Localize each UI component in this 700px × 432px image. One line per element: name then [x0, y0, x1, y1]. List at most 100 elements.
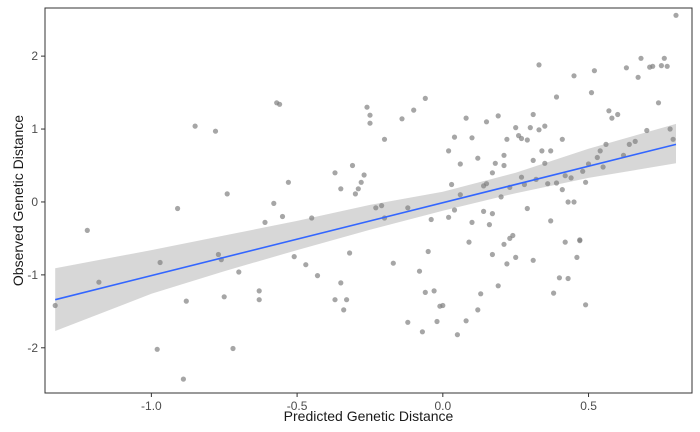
data-point: [451, 207, 458, 213]
data-point: [411, 107, 417, 113]
data-point: [501, 152, 507, 158]
data-point: [180, 376, 186, 382]
y-tick-label: 0: [31, 195, 38, 209]
data-point: [52, 302, 58, 309]
data-point: [347, 250, 353, 256]
data-point: [361, 172, 367, 178]
data-point: [279, 213, 286, 220]
data-point: [192, 123, 198, 129]
data-point: [431, 288, 437, 294]
data-point: [309, 215, 315, 221]
data-point: [215, 251, 221, 258]
data-point: [548, 148, 554, 154]
data-point: [513, 125, 519, 131]
data-point: [475, 155, 481, 161]
data-point: [594, 154, 600, 161]
data-point: [224, 191, 230, 197]
data-point: [539, 148, 545, 154]
data-point: [454, 332, 460, 338]
data-point: [157, 259, 163, 266]
y-tick-label: -1: [27, 268, 38, 282]
data-point: [542, 160, 548, 166]
data-point: [548, 218, 554, 224]
data-point: [664, 63, 670, 69]
data-point: [446, 148, 452, 154]
data-point: [518, 174, 525, 180]
data-point: [381, 136, 388, 142]
data-point: [425, 248, 431, 255]
data-point: [96, 279, 102, 285]
data-point: [256, 288, 262, 294]
data-point: [527, 125, 533, 131]
data-point: [405, 319, 411, 325]
data-point: [606, 108, 612, 114]
data-point: [623, 65, 630, 71]
data-point: [571, 73, 577, 79]
data-point: [551, 290, 557, 296]
data-point: [236, 269, 242, 275]
data-point: [489, 170, 495, 176]
data-point: [175, 205, 181, 212]
data-point: [483, 181, 490, 187]
data-point: [562, 173, 568, 179]
data-point: [262, 219, 268, 225]
data-point: [667, 126, 673, 132]
data-point: [553, 94, 560, 100]
data-point: [422, 289, 428, 295]
data-point: [469, 135, 475, 141]
data-point: [332, 297, 338, 303]
data-point: [434, 318, 440, 325]
data-point: [390, 260, 396, 266]
data-point: [501, 241, 507, 247]
data-point: [510, 232, 516, 239]
data-point: [583, 302, 589, 308]
data-point: [367, 120, 373, 126]
trend-line: [55, 143, 677, 301]
data-point: [504, 136, 510, 142]
trend-line-layer: [55, 143, 677, 301]
data-point: [489, 211, 495, 217]
data-point: [481, 208, 487, 214]
data-point: [580, 168, 586, 174]
data-point: [379, 203, 385, 209]
data-point: [524, 205, 530, 212]
data-point: [358, 179, 364, 185]
data-point: [486, 222, 492, 228]
data-point: [495, 113, 501, 119]
y-tick-label: 1: [31, 122, 38, 136]
data-point: [565, 199, 571, 205]
data-point: [498, 194, 504, 200]
data-point: [650, 63, 656, 69]
data-point: [644, 127, 650, 134]
data-point: [615, 111, 621, 118]
data-point: [457, 192, 463, 198]
y-tick-label: 2: [31, 49, 38, 63]
data-point: [574, 254, 580, 260]
data-point: [314, 273, 321, 279]
data-point: [352, 191, 358, 197]
data-point: [524, 137, 530, 143]
data-point: [609, 115, 615, 121]
data-point: [428, 216, 434, 223]
data-point: [355, 186, 361, 192]
data-point: [603, 141, 609, 147]
data-point: [446, 214, 452, 220]
y-axis-title: Observed Genetic Distance: [10, 115, 26, 286]
data-point: [367, 112, 373, 118]
data-point: [221, 294, 227, 300]
data-point: [332, 170, 338, 176]
panel-border: [44, 7, 693, 394]
data-point: [513, 254, 519, 260]
data-point: [256, 297, 262, 303]
data-point: [463, 318, 469, 324]
x-tick-label: 0.0: [434, 399, 451, 413]
data-point: [364, 104, 370, 110]
data-point: [536, 127, 542, 133]
data-point: [638, 55, 644, 61]
data-point: [483, 119, 490, 125]
data-point: [230, 345, 236, 352]
x-axis-title: Predicted Genetic Distance: [284, 408, 454, 424]
data-point: [542, 123, 548, 129]
data-point: [545, 181, 551, 187]
data-point: [565, 275, 571, 282]
